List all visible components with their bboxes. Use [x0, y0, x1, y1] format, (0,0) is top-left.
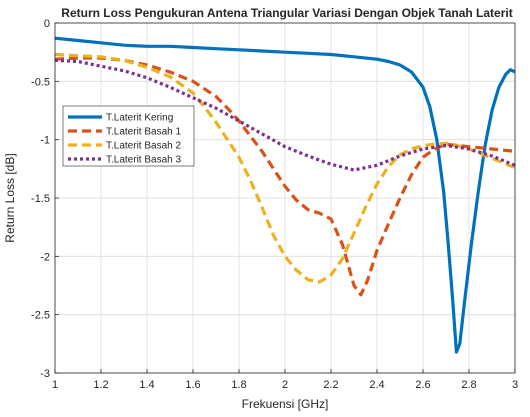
- x-tick-label: 1: [52, 379, 58, 391]
- x-tick-label: 1.4: [139, 379, 154, 391]
- legend-label: T.Laterit Basah 3: [106, 155, 181, 166]
- x-tick-label: 3: [512, 379, 518, 391]
- y-tick-label: -2.5: [31, 310, 50, 322]
- x-tick-label: 2.4: [369, 379, 384, 391]
- legend-label: T.Laterit Basah 2: [106, 141, 181, 152]
- x-axis-label: Frekuensi [GHz]: [242, 397, 329, 411]
- series-line-t-laterit-basah-2: [54, 52, 516, 284]
- legend-label: T.Laterit Kering: [106, 113, 173, 124]
- x-tick-label: 1.6: [185, 379, 200, 391]
- x-tick-label: 1.2: [93, 379, 108, 391]
- y-tick-label: 0: [44, 18, 50, 30]
- x-tick-label: 2.6: [415, 379, 430, 391]
- series-line-t-laterit-kering: [54, 36, 516, 354]
- y-tick-label: -3: [40, 368, 50, 380]
- chart-title: Return Loss Pengukuran Antena Triangular…: [61, 6, 512, 20]
- y-axis-label: Return Loss [dB]: [3, 153, 17, 242]
- x-tick-label: 1.8: [231, 379, 246, 391]
- x-tick-label: 2.2: [323, 379, 338, 391]
- legend-items: T.Laterit Kering T.Laterit Basah 1 T.Later…: [68, 113, 181, 166]
- series-group: [54, 36, 516, 354]
- y-tick-label: -1.5: [31, 193, 50, 205]
- series-line-t-laterit-basah-3: [54, 58, 516, 172]
- y-tick-label: -2: [40, 251, 50, 263]
- x-tick-label: 2.8: [461, 379, 476, 391]
- y-tick-label: -0.5: [31, 76, 50, 88]
- legend-label: T.Laterit Basah 1: [106, 127, 181, 138]
- ticks: 1 1.2 1.4 1.6 1.8 2 2.2 2.4 2.6 2.8 3 0 -0.5 -1 -1.5 -2…: [31, 18, 518, 391]
- legend: T.Laterit Kering T.Laterit Basah 1 T.Later…: [62, 105, 195, 167]
- y-tick-label: -1: [40, 135, 50, 147]
- x-tick-label: 2: [282, 379, 288, 391]
